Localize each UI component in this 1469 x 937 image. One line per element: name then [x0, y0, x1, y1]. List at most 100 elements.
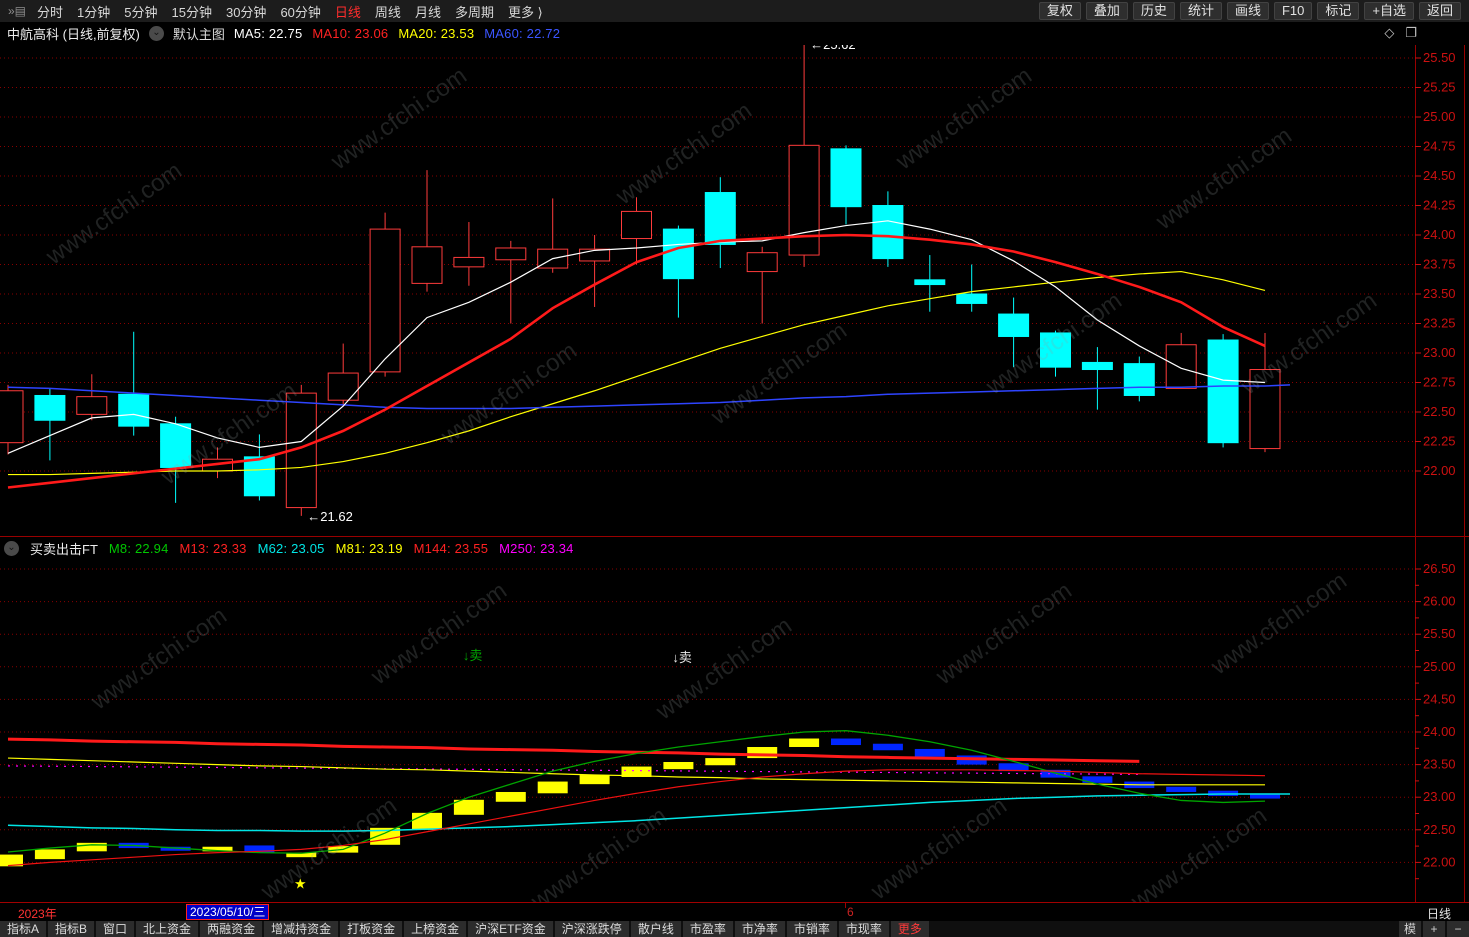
svg-text:24.00: 24.00	[1423, 724, 1456, 739]
buy-signal-star: ★	[294, 875, 307, 891]
svg-text:24.50: 24.50	[1423, 168, 1456, 183]
toolbar-action[interactable]: 标记	[1317, 2, 1360, 20]
ma-line-MA10	[7, 233, 1266, 489]
bottom-tab[interactable]: 两融资金	[200, 921, 263, 937]
bottom-control[interactable]: −	[1447, 921, 1469, 937]
svg-text:25.50: 25.50	[1423, 626, 1456, 641]
svg-text:23.50: 23.50	[1423, 757, 1456, 772]
svg-text:26.00: 26.00	[1423, 594, 1456, 609]
svg-text:24.00: 24.00	[1423, 227, 1456, 242]
indicator-line-M144	[7, 737, 1140, 763]
period-tab[interactable]: 月线	[414, 4, 441, 20]
indicator-line-M13	[7, 769, 1266, 867]
chevron-down-icon[interactable]: ⌄	[148, 26, 164, 41]
toolbar-action[interactable]: 复权	[1038, 2, 1081, 20]
panel-toggle-icon[interactable]: »▤	[8, 4, 27, 18]
main-chart: 25.50 25.25 25.00 24.75 24.50 24.25 24.00 23.75…	[0, 37, 1456, 524]
indicator-line-M8	[7, 730, 1266, 854]
indicator-header-row: ⌄ 买卖出击FT M8: 22.94 M13: 23.33 M62: 23.05 M8…	[0, 538, 574, 558]
indicator-value: M81: 23.19	[335, 540, 403, 556]
bottom-tab[interactable]: 打板资金	[340, 921, 403, 937]
bottom-tab[interactable]: 指标B	[48, 921, 95, 937]
period-tab[interactable]: 30分钟	[225, 4, 267, 20]
sub-chart: 26.50 26.00 25.50 25.00 24.50 24.00 23.50 23.00…	[0, 561, 1456, 891]
bottom-tab[interactable]: 更多	[890, 921, 929, 937]
ma-value-labels: MA5: 22.75 MA10: 23.06 MA20: 23.53 MA60: 22…	[234, 26, 560, 41]
period-tab[interactable]: 日线	[334, 4, 361, 20]
svg-text:22.25: 22.25	[1423, 434, 1456, 449]
chevron-down-icon[interactable]: ⌄	[4, 540, 19, 556]
toolbar-action[interactable]: +自选	[1364, 2, 1414, 20]
bottom-tab[interactable]: 窗口	[96, 921, 135, 937]
bottom-tab[interactable]: 市销率	[786, 921, 837, 937]
ma-value: MA10: 23.06	[312, 26, 389, 41]
toolbar-action[interactable]: F10	[1273, 2, 1313, 20]
period-label: 日线	[1427, 907, 1452, 921]
chart-title-row: 中航高科 (日线,前复权) ⌄ 默认主图 MA5: 22.75 MA10: 23.…	[0, 22, 1469, 45]
period-tab[interactable]: 5分钟	[124, 4, 158, 20]
bottom-tab[interactable]: 上榜资金	[404, 921, 467, 937]
indicator-line-M62	[7, 793, 1290, 832]
candles	[0, 43, 1281, 516]
sell-signal-marker: ↓卖	[463, 648, 483, 663]
bottom-tab[interactable]: 市盈率	[682, 921, 733, 937]
indicator-value: M8: 22.94	[108, 540, 169, 556]
svg-text:23.25: 23.25	[1423, 316, 1456, 331]
toolbar-action[interactable]: 叠加	[1085, 2, 1128, 20]
svg-text:25.50: 25.50	[1423, 50, 1456, 65]
svg-text:25.00: 25.00	[1423, 109, 1456, 124]
svg-text:24.25: 24.25	[1423, 198, 1456, 213]
main-indicator-label[interactable]: 默认主图	[172, 27, 225, 42]
svg-text:23.00: 23.00	[1423, 345, 1456, 360]
period-tab[interactable]: 1分钟	[77, 4, 111, 20]
bottom-tab[interactable]: 北上资金	[136, 921, 199, 937]
split-view-icon[interactable]: ❐	[1405, 25, 1417, 40]
svg-text:22.50: 22.50	[1423, 822, 1456, 837]
period-tab[interactable]: 更多 ⟩	[507, 4, 543, 20]
bottom-tab[interactable]: 指标A	[0, 921, 47, 937]
ma-line-MA20	[8, 270, 1266, 476]
date-axis-row: 2023年 2023/05/10/三 6 日线	[0, 902, 1469, 921]
toolbar-action[interactable]: 历史	[1132, 2, 1175, 20]
period-tab[interactable]: 多周期	[454, 4, 494, 20]
bottom-tab[interactable]: 增减持资金	[264, 921, 339, 937]
period-tab[interactable]: 60分钟	[280, 4, 321, 20]
toolbar-action[interactable]: 返回	[1418, 2, 1461, 20]
bottom-control[interactable]: +	[1423, 921, 1445, 937]
diamond-icon[interactable]: ◇	[1384, 25, 1395, 40]
period-tab[interactable]: 15分钟	[171, 4, 212, 20]
indicator-lines	[7, 730, 1290, 867]
svg-text:26.50: 26.50	[1423, 561, 1456, 576]
signal-blocks	[0, 738, 1280, 867]
indicator-value-labels: M8: 22.94 M13: 23.33 M62: 23.05 M81: 23.19 M…	[109, 541, 574, 556]
bottom-toolbar: 指标A 指标B 窗口 北上资金 两融资金 增减持资金 打板资金 上榜资金 沪深ETF资金 沪深涨跌…	[0, 921, 1469, 937]
svg-text:24.50: 24.50	[1423, 691, 1456, 706]
svg-text:25.25: 25.25	[1423, 80, 1456, 95]
svg-text:22.75: 22.75	[1423, 375, 1456, 390]
svg-text:22.00: 22.00	[1423, 854, 1456, 869]
selected-date-box[interactable]: 2023/05/10/三	[186, 904, 270, 920]
ma-value: MA60: 22.72	[484, 26, 561, 41]
ma-value: MA5: 22.75	[233, 26, 303, 41]
bottom-tab[interactable]: 沪深ETF资金	[468, 921, 553, 937]
period-tab[interactable]: 分时	[37, 4, 64, 20]
svg-text:25.00: 25.00	[1423, 659, 1456, 674]
ma-value: MA20: 23.53	[398, 26, 475, 41]
bottom-tab[interactable]: 沪深涨跌停	[554, 921, 629, 937]
period-tab[interactable]: 周线	[374, 4, 401, 20]
indicator-value: M13: 23.33	[179, 540, 247, 556]
toolbar-action[interactable]: 统计	[1179, 2, 1222, 20]
toolbar-action[interactable]: 画线	[1226, 2, 1269, 20]
bottom-tabs: 指标A 指标B 窗口 北上资金 两融资金 增减持资金 打板资金 上榜资金 沪深ETF资金 沪深涨跌…	[0, 921, 931, 937]
ma-line-MA60	[7, 384, 1291, 410]
year-label: 2023年	[18, 907, 57, 921]
indicator-name[interactable]: 买卖出击FT	[30, 541, 98, 557]
bottom-tab[interactable]: 散户线	[630, 921, 681, 937]
bottom-control[interactable]: 模 板	[1399, 921, 1421, 937]
svg-text:23.50: 23.50	[1423, 286, 1456, 301]
svg-text:23.75: 23.75	[1423, 257, 1456, 272]
bottom-tab[interactable]: 市现率	[838, 921, 889, 937]
bottom-tab[interactable]: 市净率	[734, 921, 785, 937]
